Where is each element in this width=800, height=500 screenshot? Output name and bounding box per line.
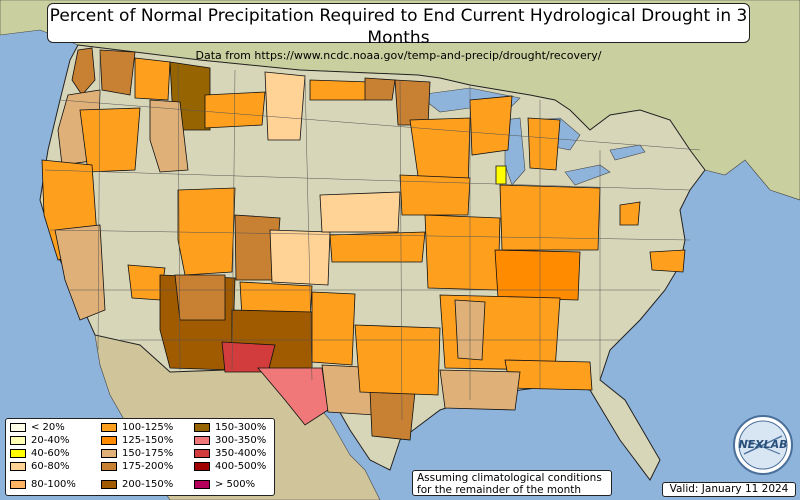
legend-swatch bbox=[101, 448, 117, 458]
valid-date: Valid: January 11 2024 bbox=[662, 482, 796, 497]
legend-item: 125-150% bbox=[101, 435, 173, 447]
assumption-note-text: Assuming climatological conditions for t… bbox=[417, 472, 602, 496]
assumption-note: Assuming climatological conditions for t… bbox=[412, 470, 612, 496]
map-subtitle: Data from https://www.ncdc.noaa.gov/temp… bbox=[195, 49, 602, 62]
legend-label: 125-150% bbox=[122, 435, 174, 446]
legend-swatch bbox=[10, 422, 26, 432]
legend-item: 150-175% bbox=[101, 448, 173, 460]
legend-item: 200-150% bbox=[101, 479, 173, 491]
legend-item: 300-350% bbox=[194, 435, 266, 447]
svg-text:NEXLAB: NEXLAB bbox=[738, 438, 787, 451]
legend-swatch bbox=[101, 479, 117, 489]
legend-item: 40-60% bbox=[10, 448, 70, 460]
title-box: Percent of Normal Precipitation Required… bbox=[47, 3, 750, 62]
legend-swatch bbox=[194, 435, 210, 445]
legend-swatch bbox=[10, 479, 26, 489]
legend-swatch bbox=[101, 435, 117, 445]
legend-swatch bbox=[10, 435, 26, 445]
legend-swatch bbox=[194, 479, 210, 489]
legend-item: 150-300% bbox=[194, 422, 266, 434]
legend-item: 350-400% bbox=[194, 448, 266, 460]
legend-item: > 500% bbox=[194, 479, 255, 491]
legend-item: 80-100% bbox=[10, 479, 76, 491]
legend-label: 40-60% bbox=[31, 448, 70, 459]
legend-label: 150-175% bbox=[122, 448, 174, 459]
legend-label: 150-300% bbox=[215, 422, 267, 433]
legend-swatch bbox=[10, 448, 26, 458]
nexlab-logo: NEXLAB bbox=[733, 415, 793, 475]
legend-item: < 20% bbox=[10, 422, 65, 434]
state-borders bbox=[44, 49, 701, 421]
legend-label: 400-500% bbox=[215, 461, 267, 472]
legend-label: 100-125% bbox=[122, 422, 174, 433]
legend-item: 60-80% bbox=[10, 461, 70, 473]
legend: < 20% 20-40% 40-60% 60-80% 80-100% 100-1… bbox=[5, 418, 275, 496]
legend-label: 60-80% bbox=[31, 461, 70, 472]
legend-swatch bbox=[101, 422, 117, 432]
legend-label: 350-400% bbox=[215, 448, 267, 459]
legend-item: 400-500% bbox=[194, 461, 266, 473]
legend-swatch bbox=[10, 461, 26, 471]
legend-label: 80-100% bbox=[31, 479, 76, 490]
legend-swatch bbox=[194, 461, 210, 471]
legend-swatch bbox=[194, 448, 210, 458]
legend-item: 20-40% bbox=[10, 435, 70, 447]
legend-label: 300-350% bbox=[215, 435, 267, 446]
map-title: Percent of Normal Precipitation Required… bbox=[49, 6, 748, 48]
legend-label: > 500% bbox=[215, 479, 256, 490]
legend-swatch bbox=[194, 422, 210, 432]
legend-item: 100-125% bbox=[101, 422, 173, 434]
legend-swatch bbox=[101, 461, 117, 471]
legend-label: 20-40% bbox=[31, 435, 70, 446]
legend-label: 200-150% bbox=[122, 479, 174, 490]
legend-label: < 20% bbox=[31, 422, 65, 433]
legend-item: 175-200% bbox=[101, 461, 173, 473]
legend-label: 175-200% bbox=[122, 461, 174, 472]
